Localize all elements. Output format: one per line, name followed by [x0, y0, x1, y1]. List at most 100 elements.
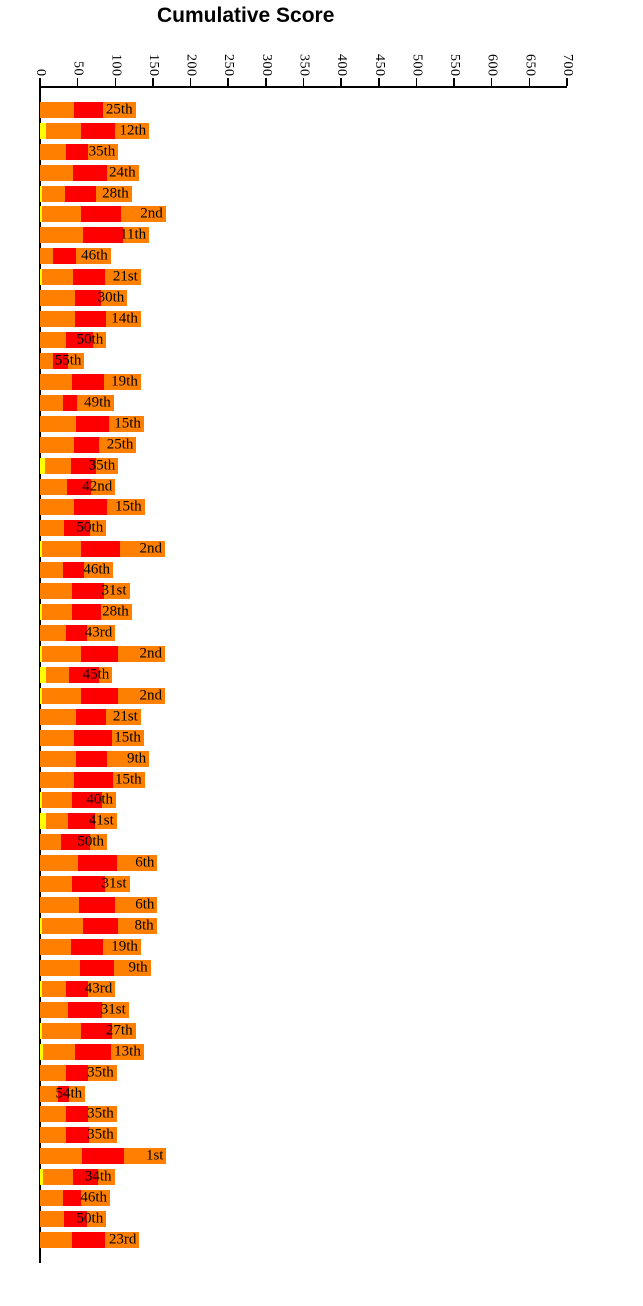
bar-segment-red [74, 1043, 112, 1060]
bar-rank-label: 54th [55, 1085, 83, 1101]
bar-segment-red [67, 813, 95, 830]
bar-row: 46th [40, 1189, 110, 1207]
bar-segment-red [80, 122, 116, 139]
bar-rank-label: 2nd [139, 645, 162, 662]
bar-segment-orange1 [40, 394, 63, 411]
bar-segment-red [82, 918, 118, 935]
bar-segment-red [81, 206, 121, 223]
bar-segment-red [72, 583, 104, 600]
bar-segment-orange1 [43, 1169, 74, 1186]
bar-segment-red [67, 1001, 102, 1018]
x-axis-tick [265, 78, 267, 86]
bar-segment-orange1 [41, 645, 81, 662]
x-axis-tick-label: 150 [145, 53, 161, 77]
x-axis-tick-label-wrap: 450 [370, 28, 388, 77]
bar-rank-label: 50th [77, 833, 104, 850]
bar-row: 15th [40, 771, 145, 788]
x-axis-tick-label-wrap: 100 [106, 28, 124, 77]
bar-row: 43rd [40, 625, 116, 642]
bar-row: 2nd [40, 206, 166, 223]
bar-row: 46th [40, 562, 113, 579]
bar-row: 43rd [40, 980, 116, 997]
bar-row: 35th [40, 1127, 117, 1144]
x-axis-tick [340, 78, 342, 86]
bar-row: 31st [40, 876, 130, 893]
bar-row: 15th [40, 415, 144, 432]
bar-row: 6th [40, 897, 158, 914]
x-axis-tick-label-wrap: 0 [31, 28, 49, 77]
bar-segment-yellow [40, 269, 42, 286]
bar-row: 15th [40, 729, 144, 746]
bar-segment-orange2 [84, 562, 113, 579]
bar-segment-red [64, 520, 91, 537]
bar-rank-label: 35th [88, 143, 116, 160]
bar-segment-red [73, 1169, 98, 1186]
x-axis-tick-label: 100 [108, 53, 124, 77]
bar-segment-red [67, 478, 92, 495]
bar-rank-label: 12th [119, 122, 147, 139]
bar-rank-label: 15th [114, 415, 141, 432]
bar-rank-label: 1st [145, 1147, 164, 1164]
bar-row: 25th [40, 101, 136, 118]
bar-segment-orange2 [67, 352, 85, 369]
bar-row: 49th [40, 394, 114, 411]
bar-segment-orange1 [46, 813, 68, 830]
bar-segment-yellow [40, 1169, 43, 1186]
bar-segment-orange2 [107, 164, 139, 181]
bar-segment-orange2 [98, 436, 137, 453]
bar-segment-orange2 [100, 604, 132, 621]
bar-segment-orange1 [40, 290, 75, 307]
bar-segment-orange2 [88, 143, 119, 160]
bar-rank-label: 50th [76, 1210, 104, 1227]
bar-rank-label: 9th [126, 750, 147, 767]
bar-rank-label: 15th [114, 771, 142, 788]
x-axis-tick [453, 78, 455, 86]
bar-rank-label: 25th [105, 101, 133, 118]
bar-segment-red [66, 625, 87, 642]
bar-segment-red [74, 311, 107, 328]
bar-segment-red [70, 939, 104, 955]
bar-rank-label: 30th [97, 289, 125, 306]
x-axis-tick-label-wrap: 700 [558, 28, 576, 77]
bar-row: 50th [40, 520, 107, 537]
bar-rank-label: 35th [87, 1064, 114, 1081]
bar-segment-red [76, 750, 107, 767]
bar-segment-red [68, 666, 99, 683]
bar-segment-red [73, 101, 104, 118]
bar-segment-orange1 [43, 1043, 75, 1060]
bar-segment-red [82, 227, 123, 244]
bar-segment-orange2 [81, 1190, 110, 1207]
bar-segment-red [80, 687, 119, 704]
bar-segment-orange1 [40, 897, 80, 914]
bar-segment-orange1 [40, 1001, 68, 1018]
bar-segment-orange1 [40, 855, 79, 872]
bar-row: 30th [40, 289, 128, 307]
chart-title: Cumulative Score [157, 4, 335, 27]
bar-segment-orange1 [40, 834, 62, 851]
x-axis-tick [528, 78, 531, 86]
bar-segment-orange2 [103, 373, 141, 390]
bar-segment-orange1 [40, 248, 53, 265]
bar-row: 40th [40, 792, 117, 809]
bar-segment-red [76, 415, 110, 432]
x-axis-tick-label: 350 [296, 53, 312, 77]
bar-segment-orange1 [40, 101, 74, 118]
bar-segment-red [72, 1232, 105, 1249]
bar-segment-orange1 [40, 436, 74, 453]
x-axis-tick-label-wrap: 150 [144, 28, 162, 77]
bar-row: 23rd [40, 1232, 140, 1249]
bar-segment-yellow [40, 206, 42, 223]
bar-segment-orange1 [41, 792, 73, 809]
bar-segment-yellow [40, 792, 42, 809]
bar-rank-label: 43rd [84, 980, 113, 997]
bar-segment-orange2 [106, 311, 141, 328]
bar-rank-label: 15th [114, 498, 142, 515]
bar-segment-orange1 [40, 750, 77, 767]
bar-row: 2nd [40, 541, 165, 558]
bar-segment-orange2 [89, 834, 107, 851]
bar-segment-red [65, 1106, 89, 1123]
bar-rank-label: 46th [80, 1189, 107, 1206]
bar-rank-label: 25th [106, 436, 134, 453]
x-axis-tick-label-wrap: 650 [520, 28, 538, 77]
bar-segment-orange2 [123, 1148, 167, 1165]
